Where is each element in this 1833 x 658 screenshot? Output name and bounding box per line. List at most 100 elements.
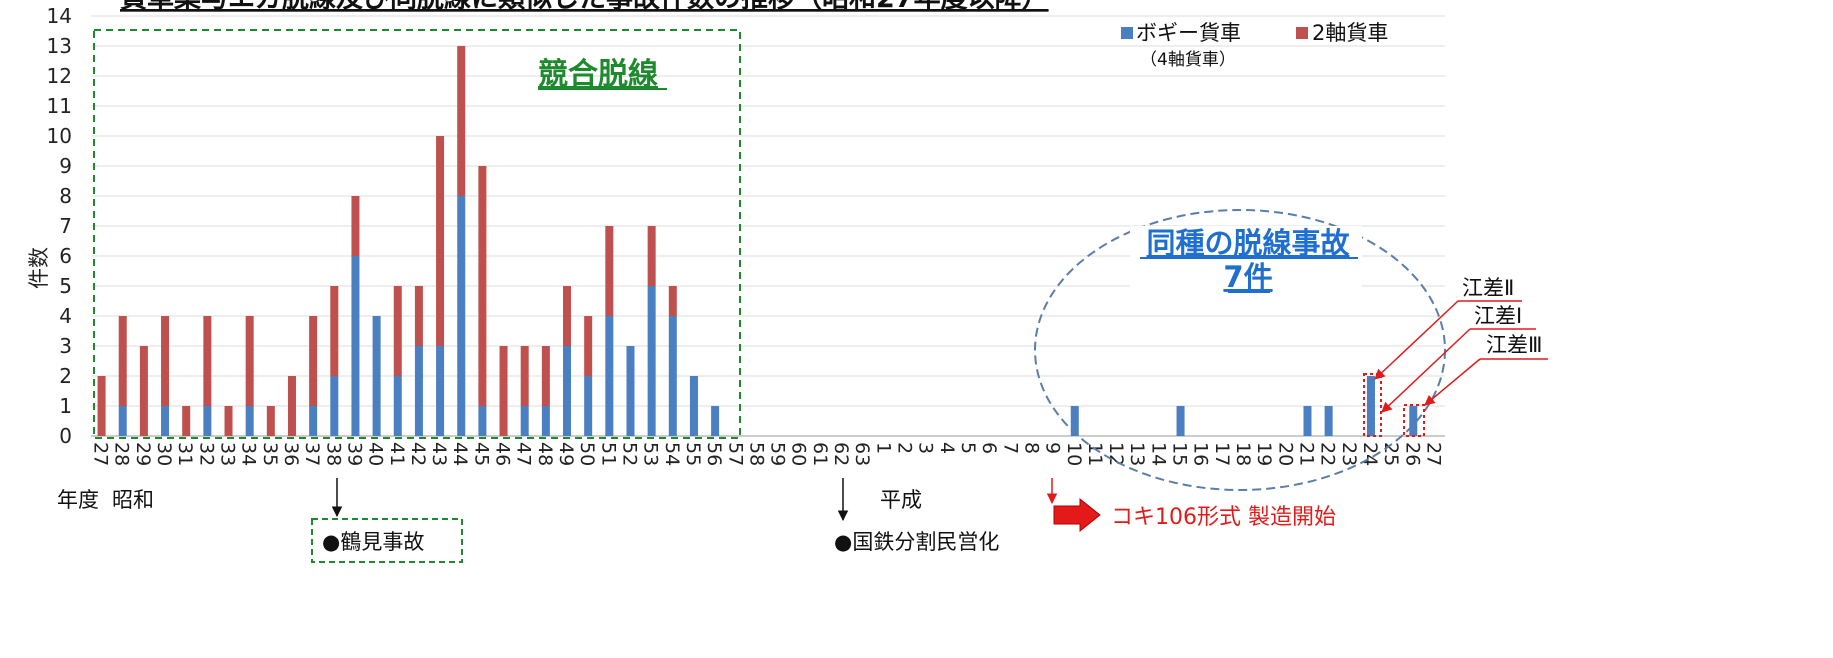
similar-group-label: 同種の脱線事故 [1146, 226, 1350, 260]
x-tick-label: 8 [1020, 442, 1042, 454]
koki-block-arrow [1053, 497, 1101, 533]
koki-label: コキ106形式 製造開始 [1111, 505, 1336, 530]
x-tick-label: 61 [809, 442, 831, 466]
x-tick-label: 10 [1063, 442, 1085, 466]
callout-esashi-3-arrow [1424, 358, 1481, 406]
x-tick-label: 52 [618, 442, 640, 466]
x-tick-label: 13 [1126, 442, 1148, 466]
x-tick-label: 3 [915, 442, 937, 454]
x-tick-label: 45 [470, 442, 492, 466]
x-tick-label: 62 [830, 442, 852, 466]
bar-bogie [520, 406, 529, 436]
y-axis-label: 件数 [27, 247, 51, 289]
bar-bogie [457, 196, 466, 436]
x-tick-label: 26 [1401, 442, 1423, 466]
callout-esashi-1-arrow [1381, 328, 1471, 413]
x-tick-label: 2 [894, 442, 916, 454]
x-tick-label: 5 [957, 442, 979, 454]
x-tick-label: 42 [407, 442, 429, 466]
y-tick-label: 13 [47, 34, 72, 58]
highlight-box-h26 [1403, 404, 1425, 437]
gridlines [91, 15, 1445, 437]
x-tick-label: 59 [767, 442, 789, 466]
bar-bogie [1324, 406, 1333, 436]
bar-bogie [1409, 406, 1418, 436]
x-tick-label: 29 [132, 442, 154, 466]
tsurumi-box [311, 518, 463, 563]
bar-bogie [351, 256, 360, 436]
x-tick-label: 40 [365, 442, 387, 466]
bar-bogie [436, 346, 445, 436]
y-tick-label: 6 [59, 244, 72, 268]
bar-2axle [563, 286, 572, 346]
legend-label-2axle: 2軸貨車 [1312, 21, 1388, 45]
x-tick-label: 44 [449, 442, 471, 466]
x-tick-label: 32 [195, 442, 217, 466]
x-tick-label: 23 [1338, 442, 1360, 466]
y-tick-label: 9 [59, 154, 72, 178]
bar-2axle [541, 346, 550, 406]
bar-bogie [393, 376, 402, 436]
x-tick-label: 7 [999, 442, 1021, 454]
x-tick-labels: 27 28 29 30 31 32 33 34 35 36 37 38 39 40 41 42 43 44 45 46… [90, 442, 1445, 466]
x-tick-label: 54 [661, 442, 683, 466]
bar-bogie [647, 286, 656, 436]
x-tick-label: 12 [1105, 442, 1127, 466]
bar-bogie [1176, 406, 1185, 436]
bar-2axle [457, 46, 466, 196]
x-tick-label: 49 [555, 442, 577, 466]
bar-bogie [330, 376, 339, 436]
x-tick-label: 47 [513, 442, 535, 466]
y-tick-label: 3 [59, 334, 72, 358]
bar-2axle [161, 316, 170, 406]
legend-swatch-bogie [1121, 27, 1133, 39]
similar-label-bg [1130, 226, 1362, 298]
bar-bogie [563, 346, 572, 436]
x-tick-label: 56 [703, 442, 725, 466]
bar-2axle [351, 196, 360, 256]
x-tick-label: 38 [322, 442, 344, 466]
x-axis-caption: 年度 [57, 488, 99, 512]
bar-2axle [309, 316, 318, 406]
x-tick-label: 22 [1317, 442, 1339, 466]
y-tick-label: 1 [59, 394, 72, 418]
chart-title: 貨車集与エガ脱線及び同脱線に類似した事故件数の推移（昭和27年度以降） [120, 0, 1049, 14]
x-tick-label: 6 [978, 442, 1000, 454]
y-tick-label: 11 [47, 94, 72, 118]
callout-esashi-2: 江差Ⅱ [1462, 276, 1514, 300]
tsurumi-label: ●鶴見事故 [322, 530, 424, 554]
era-heisei-label: 平成 [880, 488, 922, 512]
bar-bogie [711, 406, 720, 436]
x-tick-label: 57 [724, 442, 746, 466]
x-tick-label: 1 [872, 442, 894, 454]
bar-bogie [118, 406, 127, 436]
x-tick-label: 33 [217, 442, 239, 466]
x-tick-label: 46 [492, 442, 514, 466]
bar-2axle [436, 136, 445, 346]
similar-accidents-ellipse [1034, 209, 1446, 491]
y-tick-label: 7 [59, 214, 72, 238]
y-tick-label: 12 [47, 64, 72, 88]
x-tick-label: 63 [851, 442, 873, 466]
bar-2axle [266, 406, 275, 436]
y-tick-label: 2 [59, 364, 72, 388]
bar-2axle [287, 376, 296, 436]
era-showa-label: 昭和 [112, 488, 154, 512]
x-tick-label: 21 [1295, 442, 1317, 466]
legend-label-bogie: ボギー貨車 [1136, 21, 1241, 45]
y-tick-label: 4 [59, 304, 72, 328]
y-tick-label: 5 [59, 274, 72, 298]
x-tick-label: 20 [1274, 442, 1296, 466]
x-tick-label: 50 [576, 442, 598, 466]
x-tick-label: 43 [428, 442, 450, 466]
bar-bogie [689, 376, 698, 436]
bar-2axle [520, 346, 529, 406]
x-tick-label: 39 [343, 442, 365, 466]
x-tick-label: 9 [1042, 442, 1064, 454]
x-tick-label: 34 [238, 442, 260, 466]
legend-swatch-2axle [1296, 27, 1308, 39]
bar-2axle [584, 316, 593, 376]
bar-2axle [668, 286, 677, 316]
x-tick-label: 14 [1147, 442, 1169, 466]
